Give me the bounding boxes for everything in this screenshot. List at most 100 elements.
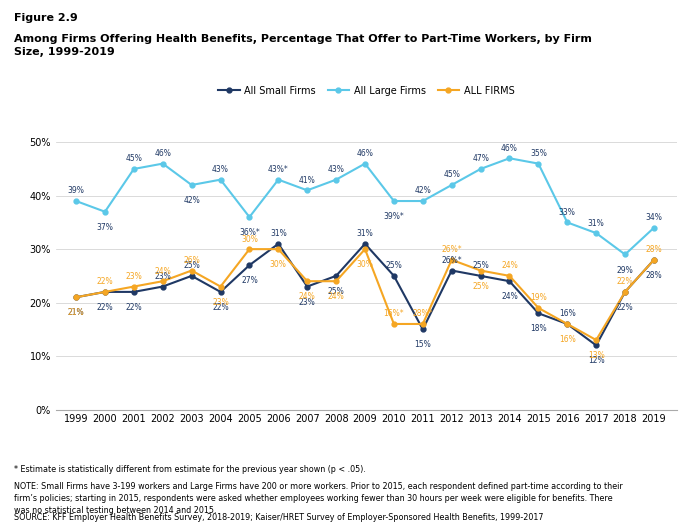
- Text: 41%: 41%: [299, 176, 315, 185]
- All Small Firms: [592, 342, 600, 349]
- Text: 13%: 13%: [588, 351, 604, 360]
- ALL FIRMS: [534, 305, 542, 311]
- Text: 35%: 35%: [530, 149, 547, 158]
- All Large Firms: [158, 161, 167, 167]
- All Large Firms: [130, 166, 138, 172]
- Text: 12%: 12%: [588, 356, 604, 365]
- All Small Firms: [621, 289, 629, 295]
- ALL FIRMS: [72, 294, 80, 300]
- ALL FIRMS: [332, 278, 341, 285]
- Text: 22%: 22%: [617, 277, 633, 286]
- ALL FIRMS: [101, 289, 109, 295]
- Text: 24%: 24%: [501, 261, 518, 270]
- Text: 23%: 23%: [212, 298, 229, 307]
- All Large Firms: [563, 219, 572, 226]
- Line: All Small Firms: All Small Firms: [73, 242, 656, 348]
- All Large Firms: [72, 198, 80, 204]
- Text: 31%: 31%: [270, 229, 287, 238]
- Text: 31%: 31%: [588, 218, 604, 227]
- Text: 34%: 34%: [646, 213, 662, 222]
- All Small Firms: [447, 267, 456, 274]
- Text: 16%: 16%: [559, 335, 576, 344]
- Text: 29%: 29%: [616, 266, 633, 275]
- Text: 19%: 19%: [530, 293, 547, 302]
- All Small Firms: [158, 284, 167, 290]
- Text: 37%: 37%: [96, 223, 113, 232]
- Text: 24%: 24%: [299, 292, 315, 301]
- ALL FIRMS: [505, 272, 514, 279]
- Text: 25%: 25%: [473, 261, 489, 270]
- Text: 26%: 26%: [184, 256, 200, 265]
- ALL FIRMS: [650, 257, 658, 263]
- Text: 30%: 30%: [270, 260, 287, 269]
- ALL FIRMS: [188, 267, 196, 274]
- Text: 21%: 21%: [68, 308, 84, 317]
- All Large Firms: [303, 187, 311, 194]
- All Small Firms: [650, 257, 658, 263]
- Text: 33%: 33%: [559, 208, 576, 217]
- Text: 25%: 25%: [385, 261, 402, 270]
- Text: 24%: 24%: [328, 292, 345, 301]
- Text: 24%: 24%: [501, 292, 518, 301]
- Text: 16%*: 16%*: [384, 309, 404, 319]
- All Small Firms: [101, 289, 109, 295]
- ALL FIRMS: [361, 246, 369, 253]
- All Small Firms: [303, 284, 311, 290]
- All Large Firms: [419, 198, 427, 204]
- All Small Firms: [332, 272, 341, 279]
- Text: 23%: 23%: [154, 272, 171, 281]
- Text: 27%: 27%: [241, 276, 258, 285]
- Text: 22%: 22%: [212, 303, 229, 312]
- ALL FIRMS: [303, 278, 311, 285]
- Text: 25%: 25%: [328, 287, 345, 296]
- All Large Firms: [505, 155, 514, 161]
- All Large Firms: [245, 214, 253, 220]
- ALL FIRMS: [563, 321, 572, 327]
- Text: 21%: 21%: [68, 308, 84, 317]
- Text: 28%*: 28%*: [413, 309, 433, 319]
- Line: All Large Firms: All Large Firms: [73, 156, 656, 257]
- All Large Firms: [477, 166, 485, 172]
- Text: 22%: 22%: [96, 277, 113, 286]
- Text: 39%*: 39%*: [383, 212, 404, 221]
- ALL FIRMS: [592, 337, 600, 343]
- All Small Firms: [216, 289, 225, 295]
- All Small Firms: [130, 289, 138, 295]
- ALL FIRMS: [621, 289, 629, 295]
- Text: 43%*: 43%*: [268, 165, 289, 174]
- All Large Firms: [332, 176, 341, 183]
- Text: 23%: 23%: [299, 298, 315, 307]
- All Large Firms: [621, 251, 629, 258]
- Text: 26%*: 26%*: [441, 245, 462, 254]
- Text: 31%: 31%: [357, 229, 373, 238]
- Text: * Estimate is statistically different from estimate for the previous year shown : * Estimate is statistically different fr…: [14, 465, 366, 474]
- Text: NOTE: Small Firms have 3-199 workers and Large Firms have 200 or more workers. P: NOTE: Small Firms have 3-199 workers and…: [14, 482, 623, 514]
- All Large Firms: [361, 161, 369, 167]
- Text: 46%: 46%: [154, 149, 171, 158]
- Text: 25%: 25%: [473, 281, 489, 291]
- All Large Firms: [534, 161, 542, 167]
- ALL FIRMS: [389, 321, 398, 327]
- Text: 39%: 39%: [68, 186, 84, 195]
- Text: 28%: 28%: [646, 245, 662, 254]
- All Large Firms: [101, 208, 109, 215]
- All Small Firms: [563, 321, 572, 327]
- Text: 42%: 42%: [184, 196, 200, 205]
- Text: SOURCE: KFF Employer Health Benefits Survey, 2018-2019; Kaiser/HRET Survey of Em: SOURCE: KFF Employer Health Benefits Sur…: [14, 513, 544, 522]
- Text: 45%: 45%: [126, 154, 142, 163]
- All Small Firms: [188, 272, 196, 279]
- Line: ALL FIRMS: ALL FIRMS: [73, 247, 656, 342]
- Text: 45%: 45%: [443, 171, 460, 180]
- All Small Firms: [274, 240, 283, 247]
- Text: 25%: 25%: [184, 261, 200, 270]
- All Large Firms: [188, 182, 196, 188]
- Text: 22%: 22%: [126, 303, 142, 312]
- Text: 15%: 15%: [415, 340, 431, 350]
- All Small Firms: [361, 240, 369, 247]
- ALL FIRMS: [447, 257, 456, 263]
- All Small Firms: [389, 272, 398, 279]
- All Small Firms: [419, 326, 427, 332]
- Text: 26%*: 26%*: [441, 256, 462, 265]
- ALL FIRMS: [245, 246, 253, 253]
- Text: 36%*: 36%*: [239, 228, 260, 237]
